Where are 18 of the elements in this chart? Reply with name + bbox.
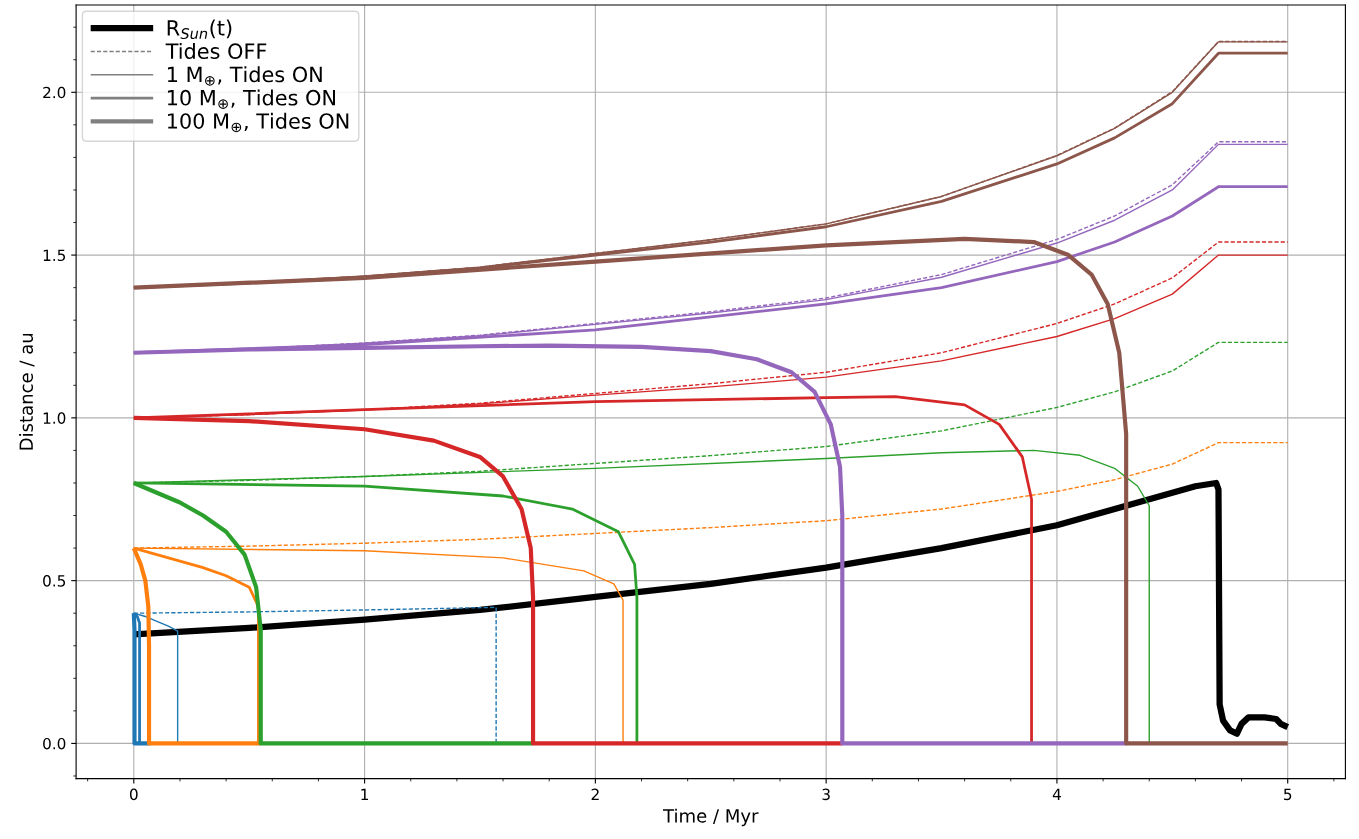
x-tick-label: 4 bbox=[1052, 788, 1061, 800]
y-tick-label: 2.0 bbox=[43, 86, 66, 99]
y-tick-label: 1.5 bbox=[43, 249, 66, 262]
y-tick-label: 0.5 bbox=[43, 575, 66, 587]
y-tick-label: 1.0 bbox=[43, 412, 66, 424]
x-tick-label: 5 bbox=[1284, 788, 1292, 801]
x-tick-label: 1 bbox=[361, 788, 369, 800]
legend-label: 1 M$_{⊕}$, Tides ON bbox=[167, 66, 322, 86]
legend-label: R$_{Sun}$(t) bbox=[167, 19, 232, 40]
x-tick-label: 2 bbox=[591, 788, 599, 800]
y-tick-label: 0.0 bbox=[43, 737, 66, 750]
x-axis-title: Time / Myr bbox=[662, 808, 759, 827]
y-axis-title: Distance / au bbox=[19, 333, 35, 450]
legend-label: Tides OFF bbox=[165, 42, 267, 60]
legend-label: 10 M$_{⊕}$, Tides ON bbox=[167, 89, 335, 109]
x-tick-label: 3 bbox=[822, 788, 830, 801]
legend-label: 100 M$_{⊕}$, Tides ON bbox=[167, 112, 349, 133]
x-tick-label: 0 bbox=[129, 788, 138, 801]
